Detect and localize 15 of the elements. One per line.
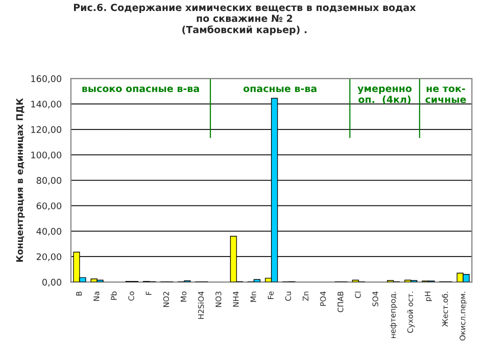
y-tick-label: 60,00	[36, 202, 62, 210]
y-tick-label: 160,00	[31, 75, 62, 84]
y-tick-label: 20,00	[36, 253, 62, 262]
y-tick-label: 80,00	[36, 177, 62, 185]
y-axis-title: Концентрация в единицах ПДК	[16, 98, 25, 262]
annotation: опасные в-ва	[243, 86, 316, 92]
annotation: умеренно оп. (4кл)	[358, 86, 412, 104]
y-tick-label: 40,00	[36, 228, 62, 236]
chart-title: Рис.6. Содержание химических веществ в подземных водах по скважине № 2 (Тамбовский карьер) .	[74, 4, 416, 36]
annotation: высоко опасные в-ва	[82, 86, 199, 92]
y-tick-label: 140,00	[31, 100, 62, 108]
annotation: не ток- сичные	[425, 86, 466, 104]
y-tick-label: 100,00	[31, 152, 62, 160]
y-tick-label: 0,00	[42, 278, 62, 287]
y-tick-label: 120,00	[31, 126, 62, 134]
